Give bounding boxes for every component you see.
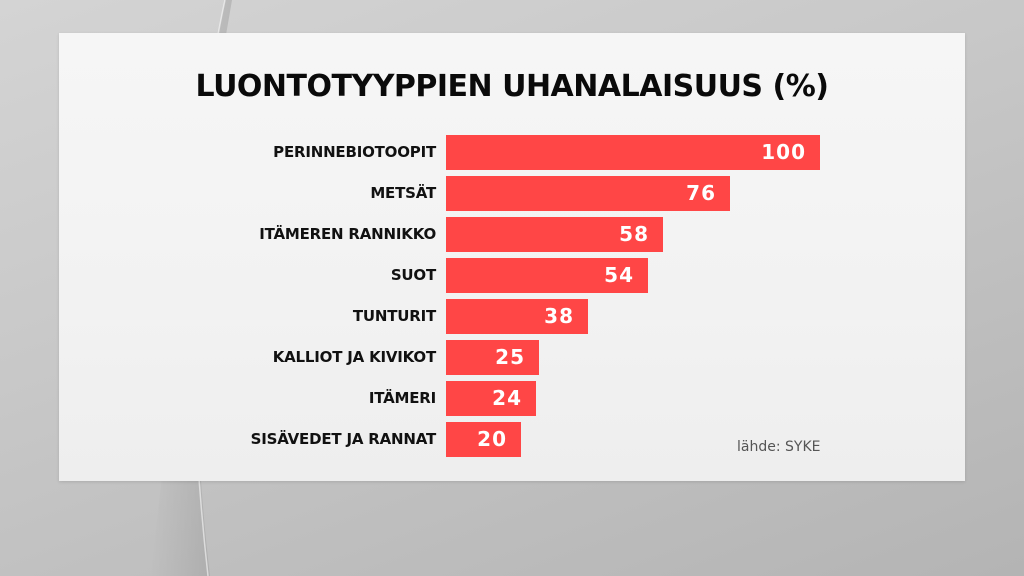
bar: 58 bbox=[446, 217, 663, 252]
bar-row: METSÄT 76 bbox=[59, 176, 965, 211]
bar-value: 24 bbox=[492, 386, 522, 410]
bar-row: ITÄMEREN RANNIKKO 58 bbox=[59, 217, 965, 252]
bar-row: SISÄVEDET JA RANNAT 20 bbox=[59, 422, 965, 457]
bar: 76 bbox=[446, 176, 730, 211]
bar: 100 bbox=[446, 135, 820, 170]
bar-value: 100 bbox=[761, 140, 806, 164]
bar-label: PERINNEBIOTOOPIT bbox=[273, 143, 436, 161]
bar-value: 38 bbox=[544, 304, 574, 328]
source-note: lähde: SYKE bbox=[737, 439, 821, 455]
bar-label: TUNTURIT bbox=[352, 307, 436, 325]
bar-value: 58 bbox=[619, 222, 649, 246]
chart-panel: LUONTOTYYPPIEN UHANALAISUUS (%) PERINNEB… bbox=[59, 33, 965, 481]
bar-label: SISÄVEDET JA RANNAT bbox=[250, 430, 437, 448]
bar-row: TUNTURIT 38 bbox=[59, 299, 965, 334]
bar-value: 20 bbox=[477, 427, 507, 451]
bar-value: 54 bbox=[604, 263, 634, 287]
bar-value: 25 bbox=[495, 345, 525, 369]
bar-value: 76 bbox=[686, 181, 716, 205]
bar: 20 bbox=[446, 422, 521, 457]
bar-label: KALLIOT JA KIVIKOT bbox=[272, 348, 436, 366]
bar-row: ITÄMERI 24 bbox=[59, 381, 965, 416]
bar-label: METSÄT bbox=[370, 184, 436, 202]
bar: 24 bbox=[446, 381, 536, 416]
bar-label: SUOT bbox=[390, 266, 436, 284]
chart-title: LUONTOTYYPPIEN UHANALAISUUS (%) bbox=[195, 69, 829, 104]
bar-label: ITÄMEREN RANNIKKO bbox=[259, 225, 436, 243]
bar: 54 bbox=[446, 258, 648, 293]
bar-label: ITÄMERI bbox=[368, 389, 436, 407]
bar: 25 bbox=[446, 340, 539, 375]
bar-row: PERINNEBIOTOOPIT 100 bbox=[59, 135, 965, 170]
bar: 38 bbox=[446, 299, 588, 334]
bar-row: KALLIOT JA KIVIKOT 25 bbox=[59, 340, 965, 375]
bar-row: SUOT 54 bbox=[59, 258, 965, 293]
